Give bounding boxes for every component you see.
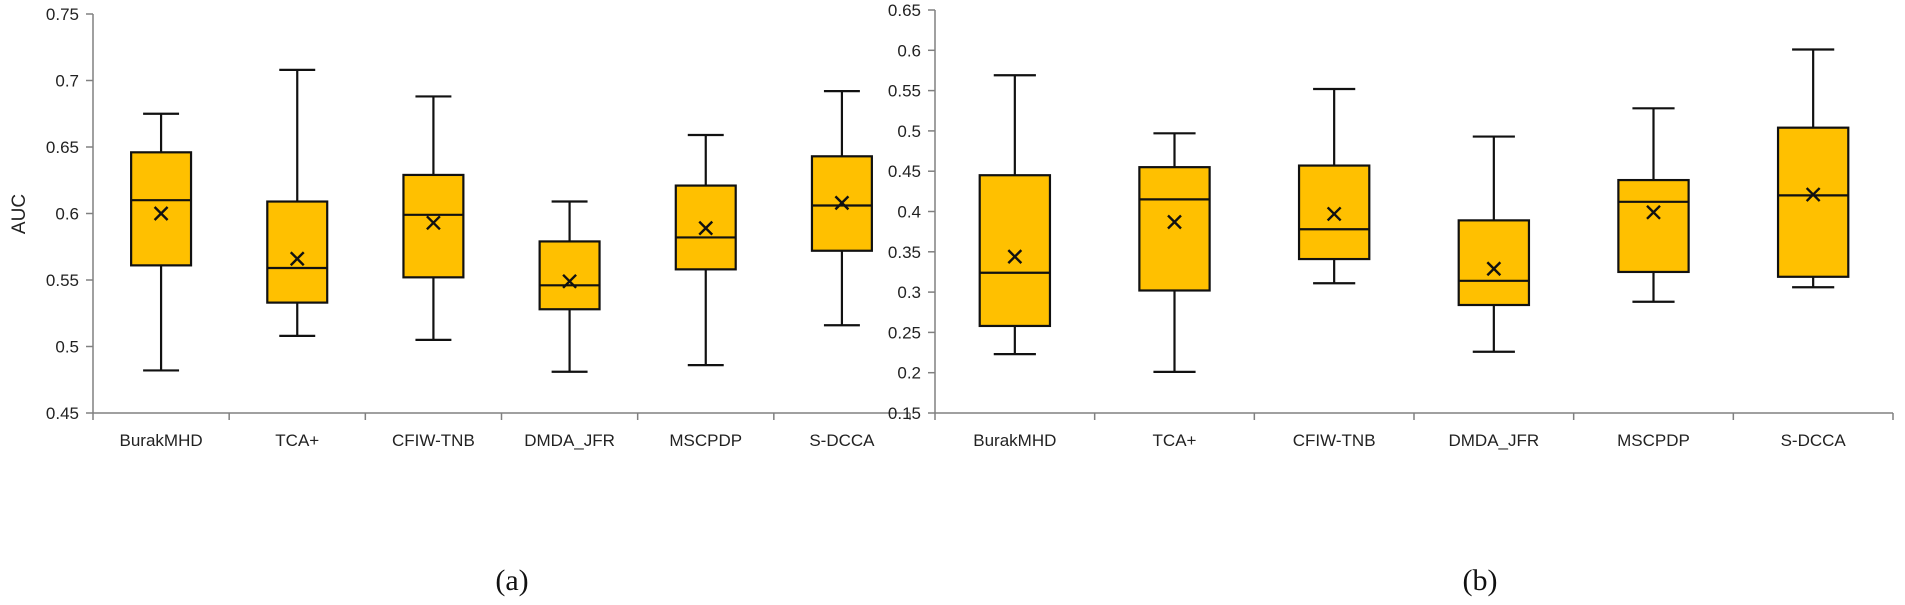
mean-marker-stroke [1326,206,1342,222]
y-tick-label: 0.7 [55,72,79,91]
y-tick-label: 0.15 [888,404,921,423]
x-category-label: CFIW-TNB [392,431,475,450]
y-tick-label: 0.65 [46,138,79,157]
iqr-box [266,200,329,304]
mean-marker-stroke [834,195,850,211]
iqr-box [1297,164,1371,261]
y-tick-label: 0.4 [897,203,921,222]
mean-marker-stroke [1646,204,1661,220]
mean-marker-stroke [153,206,169,221]
x-category-label: DMDA_JFR [1448,431,1539,450]
panel-b-label: (b) [1463,564,1498,597]
iqr-box [130,151,193,267]
mean-marker [153,206,169,221]
y-tick-label: 0.65 [888,1,921,20]
mean-marker [426,215,441,231]
box-burakmhd [978,74,1052,356]
mean-marker-stroke [289,251,305,267]
iqr-box [402,173,465,279]
mean-marker [1167,214,1182,230]
iqr-box [538,240,601,311]
y-tick-label: 0.55 [46,271,79,290]
y-tick-label: 0.45 [888,162,921,181]
panel-a-y-axis-label: AUC [9,194,30,234]
mean-marker [289,251,305,267]
x-category-label: MSCPDP [1617,431,1690,450]
box-dmda-jfr [538,200,601,373]
y-tick-label: 0.25 [888,323,921,342]
box-tca- [266,68,329,337]
mean-marker [1646,204,1661,220]
y-tick-label: 0.45 [46,404,79,423]
box-tca- [1138,132,1211,373]
panel-a-label: (a) [495,564,528,597]
panel-b-f1-chart: F1 (b) 0.150.20.250.30.350.40.450.50.550… [888,1,1894,597]
box-cfiw-tnb [402,95,465,341]
box-mscpdp [674,133,737,367]
mean-marker [1007,249,1023,264]
y-tick-label: 0.3 [897,283,921,302]
mean-marker-stroke [1007,249,1023,264]
x-category-label: S-DCCA [809,431,875,450]
x-category-label: S-DCCA [1781,431,1847,450]
box-dmda-jfr [1457,135,1531,353]
y-tick-label: 0.2 [897,364,921,383]
iqr-box [1138,166,1211,292]
mean-marker [562,273,577,289]
box-mscpdp [1617,107,1690,303]
mean-marker-stroke [1805,187,1821,202]
box-s-dcca [1776,48,1850,289]
box-s-dcca [810,90,873,327]
box-cfiw-tnb [1297,87,1371,285]
x-category-label: TCA+ [275,431,319,450]
mean-marker-stroke [698,220,714,236]
mean-marker-stroke [1167,214,1182,230]
y-tick-label: 0.35 [888,243,921,262]
panel-a-auc-chart: AUC (a) 0.45 0.5 0.55 0.6 0.65 0.7 0.75 BurakMH… [9,5,911,597]
x-category-label: TCA+ [1153,431,1197,450]
mean-marker-stroke [426,215,441,231]
iqr-box [1776,126,1850,278]
mean-marker [834,195,850,211]
box-burakmhd [130,112,193,372]
y-tick-label: 0.75 [46,5,79,24]
iqr-box [1457,219,1531,307]
x-category-label: BurakMHD [973,431,1056,450]
mean-marker [1805,187,1821,202]
mean-marker [698,220,714,236]
y-tick-label: 0.6 [55,205,79,224]
x-category-label: CFIW-TNB [1293,431,1376,450]
x-category-label: DMDA_JFR [524,431,615,450]
y-tick-label: 0.5 [897,122,921,141]
mean-marker-stroke [1486,261,1502,277]
y-tick-label: 0.55 [888,82,921,101]
iqr-box [978,174,1052,328]
y-tick-label: 0.5 [55,338,79,357]
iqr-box [1617,178,1690,274]
x-category-label: MSCPDP [669,431,742,450]
mean-marker [1326,206,1342,222]
y-tick-label: 0.6 [897,41,921,60]
mean-marker [1486,261,1502,277]
x-category-label: BurakMHD [120,431,203,450]
mean-marker-stroke [562,273,577,289]
